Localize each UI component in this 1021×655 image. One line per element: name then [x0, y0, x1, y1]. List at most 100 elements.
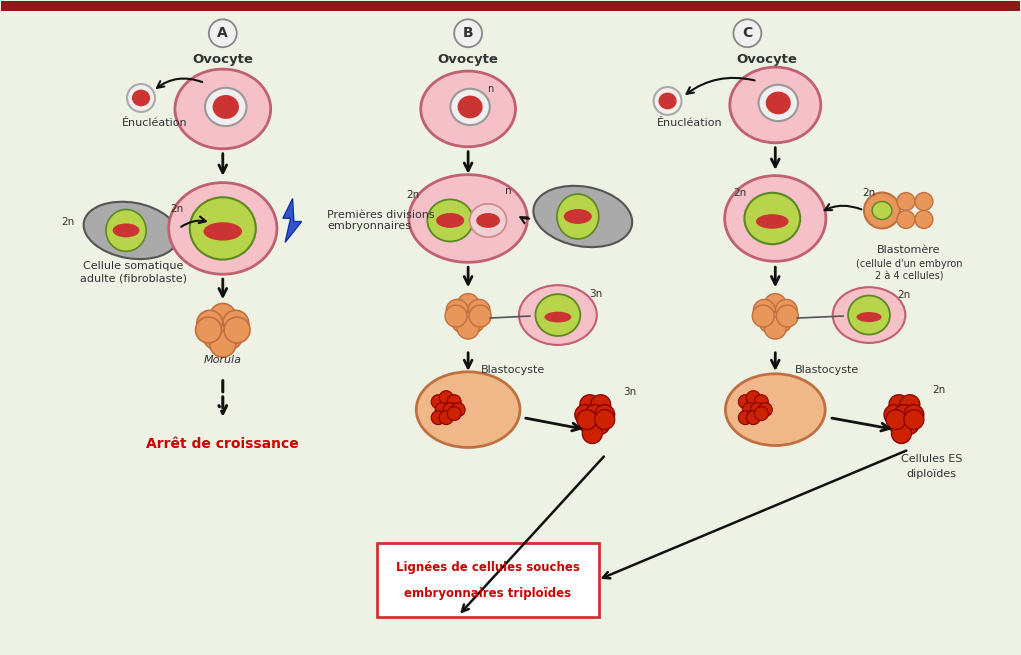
Ellipse shape	[725, 176, 826, 261]
Circle shape	[209, 19, 237, 47]
Ellipse shape	[766, 92, 791, 115]
Circle shape	[216, 324, 242, 350]
Ellipse shape	[730, 67, 821, 143]
Text: C: C	[742, 26, 752, 40]
Text: 2n: 2n	[171, 204, 184, 214]
Text: Cellules ES: Cellules ES	[902, 455, 963, 464]
Circle shape	[463, 310, 485, 333]
Ellipse shape	[833, 287, 906, 343]
Circle shape	[454, 19, 482, 47]
Circle shape	[896, 193, 915, 210]
Text: n: n	[504, 185, 512, 196]
Text: 3n: 3n	[623, 386, 636, 397]
Text: 2n: 2n	[733, 187, 746, 198]
Ellipse shape	[535, 294, 580, 336]
Text: Blastocyste: Blastocyste	[795, 365, 860, 375]
Text: Ovocyte: Ovocyte	[192, 52, 253, 66]
Ellipse shape	[556, 194, 598, 239]
Circle shape	[457, 317, 479, 339]
Circle shape	[431, 395, 445, 409]
Ellipse shape	[84, 202, 179, 259]
Circle shape	[196, 317, 222, 343]
Text: Arrêt de croissance: Arrêt de croissance	[146, 436, 299, 451]
Circle shape	[904, 405, 924, 424]
Ellipse shape	[112, 223, 140, 237]
Text: Morula: Morula	[204, 355, 242, 365]
Circle shape	[443, 403, 457, 417]
Ellipse shape	[659, 92, 677, 109]
Ellipse shape	[470, 204, 506, 237]
Circle shape	[765, 317, 786, 339]
Ellipse shape	[212, 95, 239, 119]
Text: (cellule d'un embyron: (cellule d'un embyron	[856, 259, 962, 269]
Text: Ovocyte: Ovocyte	[438, 52, 498, 66]
Circle shape	[864, 193, 900, 229]
Circle shape	[582, 424, 602, 443]
Circle shape	[445, 305, 467, 327]
Text: Énucléation: Énucléation	[657, 118, 722, 128]
Ellipse shape	[756, 214, 788, 229]
Circle shape	[446, 299, 468, 322]
Circle shape	[738, 395, 752, 409]
Ellipse shape	[428, 199, 473, 242]
Text: Blastomère: Blastomère	[877, 246, 940, 255]
Circle shape	[750, 403, 765, 417]
Circle shape	[197, 310, 223, 336]
Circle shape	[577, 409, 596, 430]
Circle shape	[776, 305, 798, 327]
Ellipse shape	[205, 88, 246, 126]
Circle shape	[575, 405, 595, 424]
Text: 2n: 2n	[863, 187, 876, 198]
Circle shape	[451, 310, 474, 333]
Circle shape	[738, 411, 752, 424]
Circle shape	[770, 310, 791, 333]
Text: 2n: 2n	[406, 189, 420, 200]
Circle shape	[595, 409, 615, 430]
Circle shape	[755, 395, 768, 409]
Circle shape	[224, 317, 250, 343]
Circle shape	[431, 411, 445, 424]
Ellipse shape	[421, 71, 516, 147]
Circle shape	[889, 395, 909, 415]
Circle shape	[915, 193, 933, 210]
Text: 2n: 2n	[932, 384, 945, 395]
Circle shape	[435, 403, 449, 417]
Circle shape	[439, 411, 453, 424]
Text: 2n: 2n	[61, 217, 75, 227]
Text: Lignées de cellules souches: Lignées de cellules souches	[396, 561, 580, 574]
Text: embryonnaires triploïdes: embryonnaires triploïdes	[404, 588, 572, 601]
Ellipse shape	[725, 374, 825, 445]
Circle shape	[580, 395, 599, 415]
Circle shape	[447, 407, 461, 421]
Ellipse shape	[564, 209, 592, 224]
Circle shape	[765, 293, 786, 316]
Circle shape	[775, 299, 797, 322]
Text: Ovocyte: Ovocyte	[737, 52, 797, 66]
Ellipse shape	[744, 193, 800, 244]
Circle shape	[127, 84, 155, 112]
Circle shape	[746, 391, 761, 405]
Circle shape	[884, 405, 904, 424]
Ellipse shape	[190, 197, 256, 259]
Ellipse shape	[759, 84, 798, 121]
Ellipse shape	[132, 90, 150, 106]
Ellipse shape	[168, 183, 277, 274]
Ellipse shape	[457, 96, 483, 119]
Circle shape	[203, 324, 230, 350]
Circle shape	[742, 403, 757, 417]
Circle shape	[900, 395, 920, 415]
Circle shape	[468, 299, 490, 322]
Circle shape	[891, 424, 912, 443]
Text: n: n	[487, 84, 493, 94]
Ellipse shape	[106, 210, 146, 252]
Bar	[1, 1, 1020, 11]
Text: Cellule somatique
adulte (fibroblaste): Cellule somatique adulte (fibroblaste)	[80, 261, 187, 283]
Polygon shape	[283, 198, 301, 242]
Circle shape	[752, 305, 774, 327]
Circle shape	[439, 391, 453, 405]
Ellipse shape	[872, 202, 892, 219]
Text: Énucléation: Énucléation	[123, 118, 188, 128]
Circle shape	[755, 407, 768, 421]
Ellipse shape	[848, 295, 890, 335]
Circle shape	[223, 310, 249, 336]
